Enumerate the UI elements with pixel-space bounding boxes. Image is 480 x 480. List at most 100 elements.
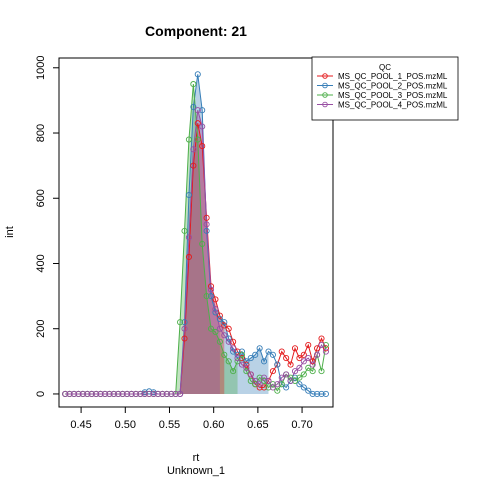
series-2-point	[185, 191, 192, 199]
series-2-point	[216, 315, 223, 322]
x-tick-label: 0.65	[247, 419, 268, 431]
series-3-point	[247, 377, 254, 384]
series-1-point	[238, 355, 246, 362]
series-4-point	[243, 364, 250, 371]
series-2-point	[146, 388, 153, 395]
series-2-point	[314, 390, 321, 398]
legend-swatch-marker	[322, 73, 328, 79]
series-1-point	[212, 296, 219, 303]
series-3-point	[296, 374, 303, 381]
series-4-point	[296, 364, 303, 371]
series-2-point	[265, 348, 272, 355]
series-3-point	[177, 319, 184, 326]
x-tick-label: 0.50	[115, 419, 136, 431]
series-2-point	[207, 293, 215, 300]
series-2-point	[300, 384, 307, 391]
series-2-point	[283, 384, 290, 391]
series-1-point	[269, 368, 276, 375]
series-3-point	[212, 328, 219, 336]
series-1-point	[194, 120, 201, 127]
series-4-point	[115, 390, 122, 398]
series-4-point	[185, 234, 192, 241]
series-3-point	[185, 136, 192, 143]
series-1-point	[207, 283, 215, 290]
series-4-point	[322, 348, 329, 355]
series-4-point	[97, 390, 104, 398]
series-1-point	[309, 358, 316, 365]
series-3-point	[221, 351, 228, 358]
peak-fill-1	[180, 123, 225, 394]
series-4-point	[287, 377, 294, 384]
series-4-point	[163, 390, 170, 398]
series-3-point	[238, 351, 246, 358]
series-4-point	[265, 377, 272, 384]
x-tick-label: 0.55	[159, 419, 180, 431]
series-2-point	[252, 351, 259, 358]
series-points	[62, 71, 329, 398]
series-4-point	[305, 355, 312, 362]
series-1-point	[287, 361, 294, 368]
legend-title: QC	[379, 63, 391, 72]
series-2-point	[181, 319, 188, 326]
series-4-point	[84, 390, 91, 398]
series-4-point	[225, 338, 232, 345]
series-4-point	[283, 371, 290, 378]
series-4-point	[291, 368, 299, 375]
series-4-point	[247, 371, 254, 378]
series-4-point	[221, 332, 228, 339]
series-2-point	[190, 103, 197, 110]
series-4-point	[146, 390, 153, 398]
series-lines	[65, 74, 327, 395]
series-4-point	[177, 390, 184, 398]
series-2-point	[322, 390, 329, 398]
series-4-point	[203, 221, 210, 228]
x-tick-label: 0.70	[291, 419, 312, 431]
series-4-point	[194, 107, 201, 114]
series-3-point	[300, 371, 307, 378]
series-3-point	[225, 358, 232, 365]
series-4-point	[93, 390, 100, 398]
series-4-point	[132, 390, 139, 398]
series-2-point	[256, 345, 263, 352]
series-4-point	[172, 390, 179, 398]
series-4-point	[190, 146, 197, 153]
series-3-point	[190, 81, 197, 88]
legend-swatch-marker	[322, 92, 328, 98]
series-2-point	[225, 335, 232, 342]
series-2-point	[274, 361, 281, 368]
series-4-point	[75, 390, 82, 398]
series-4-point	[212, 306, 219, 313]
legend-label: MS_QC_POOL_2_POS.mzML	[338, 82, 448, 91]
series-2-point	[269, 351, 276, 358]
y-tick-label: 800	[35, 124, 47, 142]
series-3-point	[305, 364, 312, 371]
series-4-point	[168, 390, 175, 398]
series-2-point	[247, 355, 254, 362]
series-2-point	[199, 107, 206, 114]
series-1-point	[181, 335, 188, 342]
x-axis-sublabel: Unknown_1	[167, 465, 225, 477]
series-3-point	[243, 368, 250, 375]
series-4-point	[278, 374, 285, 381]
series-3-point	[256, 374, 263, 381]
y-tick-label: 0	[35, 391, 47, 397]
series-4-point	[79, 390, 86, 398]
series-3-point	[216, 338, 223, 345]
series-4-point	[159, 390, 166, 398]
series-1-point	[283, 355, 290, 362]
series-1-point	[314, 345, 321, 352]
series-3-point	[234, 358, 241, 365]
series-4-point	[124, 390, 131, 398]
series-2-point	[309, 390, 316, 398]
series-4-point	[141, 390, 148, 398]
series-1-point	[225, 325, 232, 332]
series-1-point	[291, 345, 299, 352]
series-2-point	[296, 381, 303, 388]
series-4-point	[230, 345, 237, 352]
legend-swatch-marker	[322, 101, 328, 108]
series-1-point	[243, 361, 250, 368]
y-tick-label: 600	[35, 189, 47, 207]
series-3-point	[203, 293, 210, 300]
x-axis-label: rt	[193, 452, 200, 464]
series-3-point	[194, 136, 201, 143]
